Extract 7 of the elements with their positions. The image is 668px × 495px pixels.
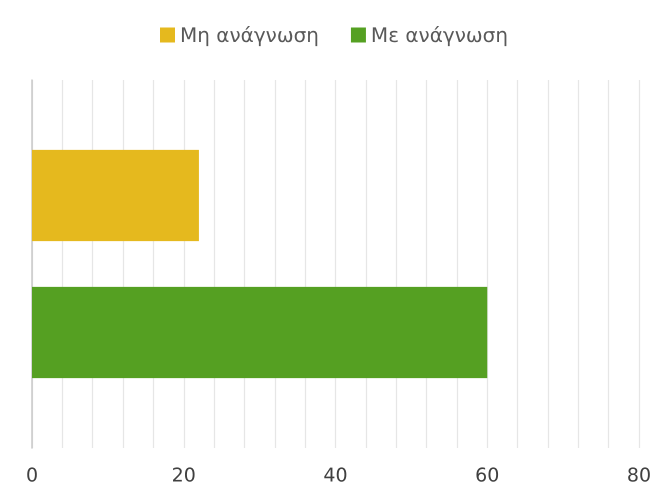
x-tick-label: 20 xyxy=(172,464,196,486)
x-tick-label: 40 xyxy=(323,464,348,486)
legend-label: Μη ανάγνωση xyxy=(180,23,319,47)
x-tick-label: 80 xyxy=(626,464,652,486)
x-tick-label: 0 xyxy=(26,464,38,486)
x-tick-label: 60 xyxy=(475,464,500,486)
legend-label: Με ανάγνωση xyxy=(370,23,508,47)
